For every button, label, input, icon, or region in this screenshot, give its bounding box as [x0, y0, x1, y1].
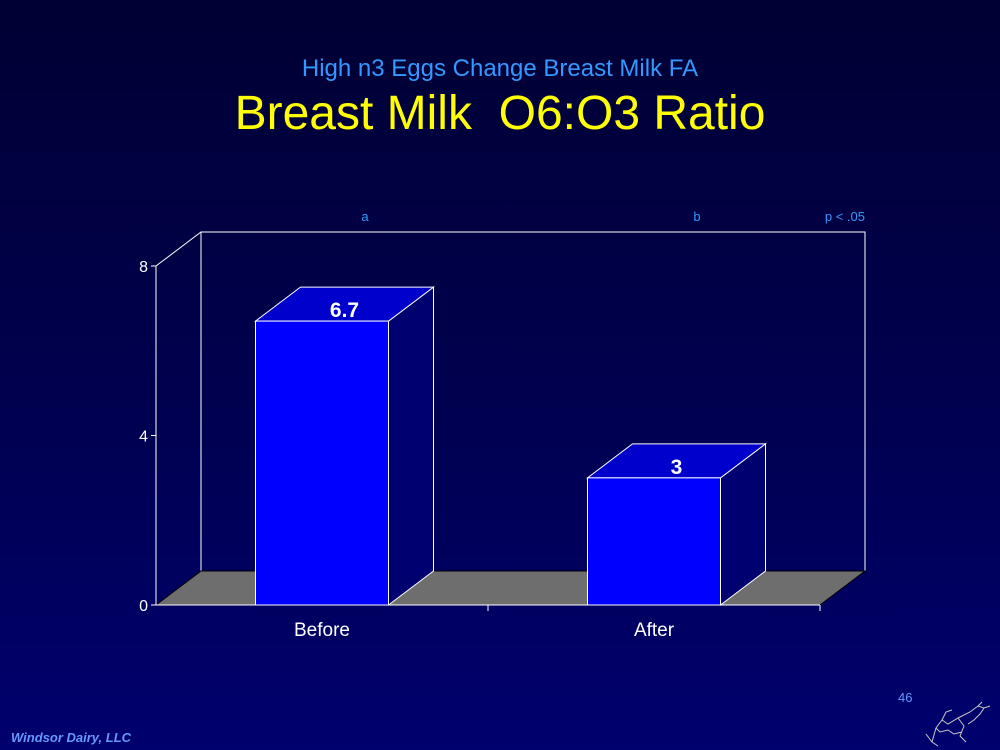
x-tick-label: Before	[294, 620, 350, 641]
y-tick-label: 0	[139, 598, 148, 615]
significance-letter: b	[693, 209, 700, 224]
footer-company: Windsor Dairy, LLC	[11, 730, 132, 745]
data-label: 3	[671, 456, 683, 479]
bar-side	[388, 286, 434, 607]
significance-letter: a	[361, 209, 369, 224]
bar	[255, 320, 389, 606]
x-tick-label: After	[634, 620, 675, 641]
y-tick-label: 8	[139, 259, 148, 276]
y-tick-label: 4	[139, 429, 148, 446]
bar	[587, 477, 721, 606]
slide-title: Breast Milk O6:O3 Ratio	[234, 87, 766, 140]
page-number: 46	[898, 690, 913, 705]
cow-sketch-icon	[925, 701, 991, 747]
slide-subtitle: High n3 Eggs Change Breast Milk FA	[301, 55, 699, 82]
significance-annotation: p < .05	[825, 209, 865, 224]
data-label: 6.7	[330, 299, 359, 322]
